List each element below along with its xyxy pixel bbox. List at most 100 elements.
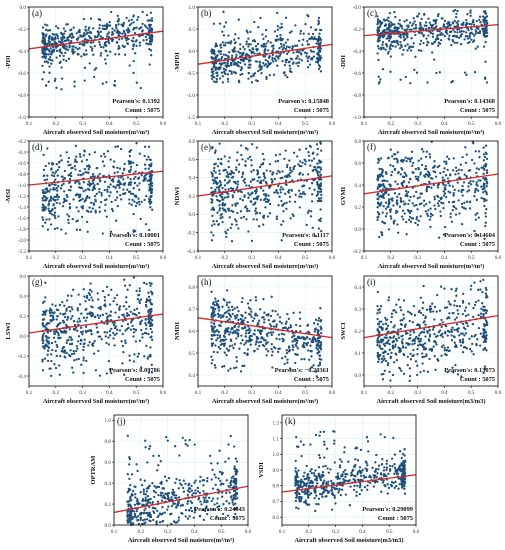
scatter-point xyxy=(247,37,250,40)
scatter-point xyxy=(126,322,130,326)
scatter-point xyxy=(241,297,244,300)
scatter-point xyxy=(70,342,74,345)
scatter-point xyxy=(393,157,396,161)
scatter-point xyxy=(256,329,260,332)
scatter-point xyxy=(147,155,150,158)
scatter-point xyxy=(258,60,262,63)
scatter-point xyxy=(85,296,89,300)
scatter-point xyxy=(316,162,319,165)
scatter-point xyxy=(241,72,244,76)
scatter-point xyxy=(41,225,44,228)
scatter-point xyxy=(310,35,313,39)
scatter-point xyxy=(50,353,53,356)
x-tick-label: 0.5 xyxy=(468,121,475,127)
scatter-point xyxy=(214,68,217,71)
scatter-point xyxy=(303,158,306,161)
scatter-point xyxy=(147,291,150,294)
scatter-point xyxy=(317,174,320,177)
scatter-point xyxy=(384,316,387,320)
scatter-point xyxy=(221,186,224,190)
scatter-point xyxy=(316,147,319,151)
scatter-point xyxy=(118,186,121,189)
scatter-point xyxy=(120,37,124,40)
scatter-point xyxy=(464,314,468,318)
scatter-point xyxy=(389,164,392,167)
scatter-point xyxy=(235,168,238,172)
scatter-point xyxy=(100,154,103,158)
scatter-point xyxy=(231,331,234,335)
scatter-point xyxy=(59,354,62,358)
scatter-point xyxy=(271,53,274,57)
scatter-point xyxy=(416,347,419,351)
scatter-point xyxy=(403,175,406,179)
scatter-point xyxy=(41,313,44,316)
scatter-point xyxy=(129,183,132,186)
scatter-point xyxy=(217,330,221,334)
scatter-point xyxy=(288,200,291,203)
scatter-point xyxy=(74,194,78,197)
scatter-point xyxy=(420,163,424,167)
scatter-point xyxy=(78,42,82,46)
scatter-point xyxy=(298,57,301,61)
pearson-label: Pearson's: 0.14604 xyxy=(444,232,496,239)
scatter-point xyxy=(68,336,71,339)
scatter-point xyxy=(419,311,423,315)
scatter-point xyxy=(473,281,476,284)
scatter-point xyxy=(294,323,298,327)
scatter-point xyxy=(101,232,104,235)
fit-line xyxy=(363,173,499,195)
scatter-point xyxy=(223,61,227,64)
scatter-point xyxy=(286,312,289,316)
scatter-point xyxy=(145,323,148,327)
scatter-point xyxy=(301,192,304,196)
scatter-point xyxy=(106,33,109,36)
scatter-point xyxy=(434,207,437,211)
scatter-point xyxy=(124,37,127,40)
scatter-point xyxy=(416,197,419,200)
scatter-point xyxy=(311,226,314,230)
scatter-point xyxy=(105,81,108,84)
scatter-point xyxy=(318,32,321,35)
scatter-point xyxy=(437,359,440,362)
scatter-point xyxy=(382,193,385,196)
scatter-point xyxy=(243,63,247,66)
scatter-point xyxy=(460,168,463,172)
scatter-point xyxy=(150,184,154,187)
scatter-point xyxy=(485,22,489,25)
scatter-point xyxy=(285,165,289,169)
scatter-point xyxy=(425,150,429,153)
scatter-point xyxy=(105,331,109,334)
scatter-point xyxy=(435,18,438,22)
scatter-point xyxy=(151,208,154,211)
scatter-point xyxy=(266,60,269,63)
scatter-point xyxy=(403,20,406,23)
scatter-point xyxy=(149,179,153,182)
fit-line xyxy=(28,170,164,186)
scatter-point xyxy=(228,317,231,321)
scatter-point xyxy=(467,28,470,32)
scatter-point xyxy=(98,187,101,191)
scatter-point xyxy=(214,171,217,174)
scatter-point xyxy=(377,82,381,85)
scatter-point xyxy=(480,315,483,318)
scatter-point xyxy=(484,331,488,334)
scatter-point xyxy=(486,171,489,174)
scatter-point xyxy=(472,306,475,310)
scatter-point xyxy=(91,313,95,316)
scatter-point xyxy=(271,331,275,334)
scatter-point xyxy=(483,182,486,186)
scatter-point xyxy=(388,183,391,186)
scatter-point xyxy=(438,164,441,168)
scatter-point xyxy=(223,332,227,335)
scatter-point xyxy=(294,361,297,365)
scatter-point xyxy=(43,60,47,63)
scatter-point xyxy=(43,357,47,360)
scatter-point xyxy=(95,326,99,329)
scatter-point xyxy=(247,306,251,309)
scatter-point xyxy=(228,51,231,54)
scatter-point xyxy=(67,35,70,39)
scatter-point xyxy=(316,190,320,193)
x-tick-label: 0.4 xyxy=(275,255,282,261)
scatter-point xyxy=(454,289,458,293)
scatter-point xyxy=(124,341,127,345)
